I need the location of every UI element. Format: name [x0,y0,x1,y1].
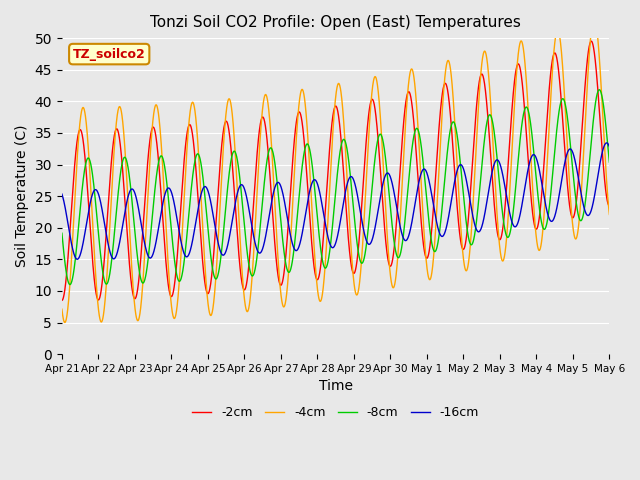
-2cm [58,298,66,303]
-4cm [436,143,444,148]
-4cm [605,212,613,217]
-2cm [123,228,131,234]
-16cm [436,232,444,238]
-16cm [228,218,236,224]
-4cm [124,182,131,188]
-4cm [124,196,132,202]
-16cm [124,198,131,204]
-2cm [93,292,100,298]
-8cm [595,87,603,93]
-8cm [124,164,132,169]
Line: -8cm: -8cm [62,90,609,285]
-8cm [228,152,236,158]
-16cm [603,140,611,146]
-4cm [58,306,66,312]
-8cm [481,133,489,139]
X-axis label: Time: Time [319,379,353,394]
-16cm [124,194,132,200]
-8cm [124,160,131,166]
-4cm [93,285,100,291]
-2cm [588,38,595,44]
-2cm [228,158,236,164]
-4cm [61,320,68,325]
Line: -4cm: -4cm [62,18,609,323]
Y-axis label: Soil Temperature (C): Soil Temperature (C) [15,125,29,267]
-16cm [93,187,100,193]
Line: -16cm: -16cm [62,143,609,259]
Line: -2cm: -2cm [62,41,609,300]
Legend: -2cm, -4cm, -8cm, -16cm: -2cm, -4cm, -8cm, -16cm [188,401,484,424]
-8cm [66,282,74,288]
-4cm [481,48,489,54]
-2cm [124,240,132,245]
-16cm [74,256,81,262]
-16cm [58,191,66,197]
Text: TZ_soilco2: TZ_soilco2 [73,48,146,60]
-4cm [590,15,598,21]
-8cm [93,210,100,216]
-16cm [481,211,489,216]
-2cm [436,111,444,117]
-16cm [605,144,613,150]
-2cm [481,82,488,87]
-4cm [228,111,236,117]
-2cm [605,203,613,208]
-8cm [605,159,613,165]
Title: Tonzi Soil CO2 Profile: Open (East) Temperatures: Tonzi Soil CO2 Profile: Open (East) Temp… [150,15,521,30]
-8cm [436,223,444,228]
-8cm [58,230,66,236]
